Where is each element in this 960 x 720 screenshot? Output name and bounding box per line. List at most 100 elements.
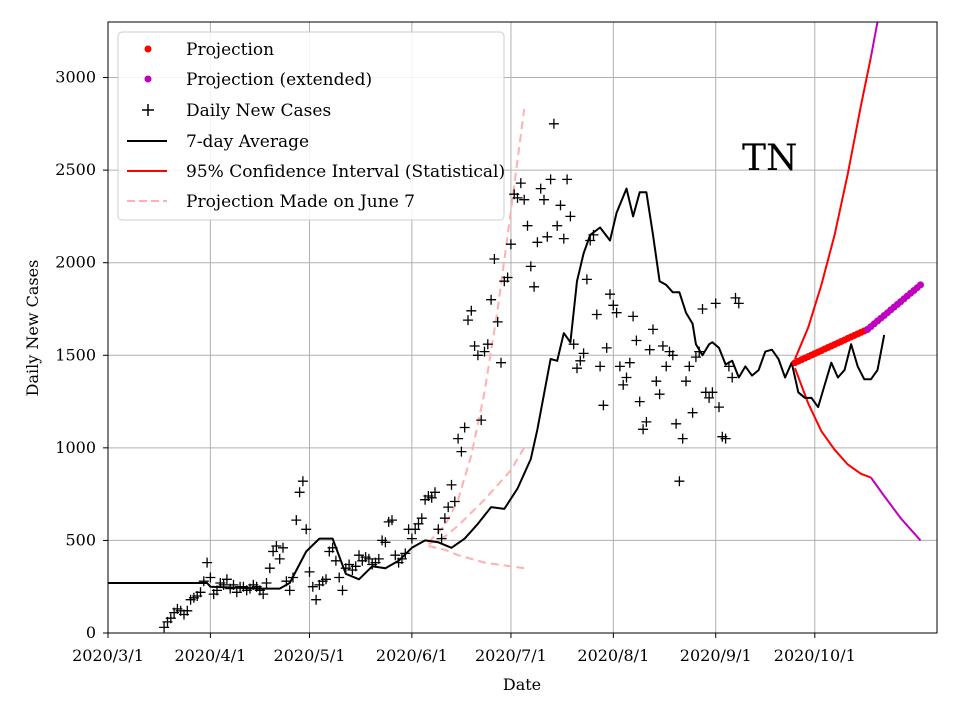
daily-case-marker (426, 492, 437, 503)
daily-case-marker (479, 346, 490, 357)
daily-case-marker (406, 533, 417, 544)
x-tick-label: 2020/9/1 (680, 646, 752, 665)
daily-case-marker (165, 613, 176, 624)
daily-case-marker (182, 605, 193, 616)
daily-case-marker (568, 339, 579, 350)
daily-case-marker (730, 292, 741, 303)
projection-layer (791, 281, 924, 367)
june7-upper-line (427, 108, 526, 544)
daily-case-marker (264, 563, 275, 574)
daily-case-marker (581, 274, 592, 285)
daily-case-marker (221, 574, 232, 585)
daily-case-marker (430, 487, 440, 498)
daily-case-marker (525, 261, 536, 272)
ci-upper-extended-line (869, 21, 879, 58)
daily-case-marker (400, 548, 411, 559)
daily-case-marker (476, 415, 487, 426)
june7-projection-layer (427, 108, 526, 570)
daily-case-marker (727, 372, 738, 383)
daily-case-marker (575, 355, 586, 366)
daily-case-marker (489, 254, 500, 264)
daily-case-marker (288, 572, 298, 583)
daily-case-marker (704, 392, 715, 403)
legend-marker-projection (144, 45, 152, 53)
daily-case-marker (624, 357, 635, 368)
daily-case-marker (472, 350, 483, 361)
x-tick-label: 2020/8/1 (577, 646, 649, 665)
daily-case-marker (694, 346, 705, 357)
daily-case-marker (710, 298, 721, 309)
daily-case-marker (466, 305, 477, 316)
x-tick-label: 2020/5/1 (274, 646, 346, 665)
daily-case-marker (446, 479, 457, 490)
x-tick-label: 2020/6/1 (376, 646, 448, 665)
daily-case-marker (548, 118, 559, 129)
daily-case-marker (657, 341, 668, 351)
y-tick-label: 2500 (55, 160, 96, 179)
legend-label-projection: Projection (186, 40, 274, 60)
daily-case-marker (496, 357, 506, 368)
daily-case-marker (459, 422, 470, 433)
daily-case-marker (202, 557, 213, 568)
daily-case-marker (651, 376, 662, 387)
daily-case-marker (291, 515, 302, 526)
daily-case-marker (307, 581, 318, 592)
daily-case-marker (258, 589, 269, 600)
ci-upper-line (794, 56, 872, 360)
daily-case-marker (572, 363, 582, 374)
daily-case-marker (311, 594, 322, 605)
daily-case-marker (278, 542, 288, 553)
daily-case-marker (271, 541, 282, 551)
daily-case-marker (714, 402, 724, 413)
daily-case-marker (542, 231, 553, 242)
daily-case-marker (671, 418, 682, 429)
daily-case-marker (416, 513, 427, 524)
daily-case-marker (591, 309, 602, 320)
daily-case-marker (532, 237, 543, 248)
daily-case-marker (198, 576, 209, 587)
daily-case-marker (159, 622, 170, 633)
daily-case-marker (552, 220, 563, 231)
daily-case-marker (350, 561, 361, 572)
daily-case-marker (261, 578, 272, 588)
daily-case-marker (539, 194, 549, 205)
x-axis-title: Date (503, 675, 541, 694)
x-tick-label: 2020/7/1 (475, 646, 547, 665)
daily-case-marker (469, 341, 480, 351)
daily-case-marker (515, 178, 526, 189)
legend: Projection Projection (extended) Daily N… (117, 31, 505, 221)
daily-case-marker (733, 298, 744, 309)
y-tick-label: 1500 (55, 345, 96, 364)
daily-case-marker (284, 585, 295, 596)
daily-case-marker (644, 344, 655, 355)
daily-case-marker (585, 235, 596, 246)
confidence-interval-layer (794, 21, 922, 542)
daily-case-marker (297, 476, 308, 487)
daily-case-marker (205, 572, 216, 583)
legend-label-confidence-interval: 95% Confidence Interval (Statistical) (186, 162, 505, 182)
daily-case-marker (605, 289, 615, 300)
daily-case-marker (387, 515, 397, 526)
daily-case-marker (690, 352, 701, 363)
legend-box (117, 31, 505, 221)
daily-case-marker (512, 192, 523, 203)
daily-case-marker (218, 579, 229, 590)
daily-case-marker (608, 300, 619, 311)
daily-case-marker (274, 553, 285, 564)
y-tick-label: 1000 (55, 438, 96, 457)
ci-lower-extended-line (870, 476, 922, 542)
daily-case-marker (529, 281, 540, 292)
daily-case-marker (436, 533, 447, 544)
legend-label-daily-cases: Daily New Cases (186, 101, 331, 121)
ci-lower-line (794, 367, 872, 479)
daily-case-marker (595, 361, 606, 372)
daily-case-marker (565, 211, 576, 222)
daily-case-marker (439, 513, 450, 524)
seven-day-average-line (108, 187, 886, 590)
daily-case-marker (634, 396, 645, 407)
daily-case-marker (321, 574, 331, 585)
daily-case-marker (380, 537, 391, 548)
y-tick-label: 2000 (55, 253, 96, 272)
daily-case-marker (654, 389, 665, 400)
